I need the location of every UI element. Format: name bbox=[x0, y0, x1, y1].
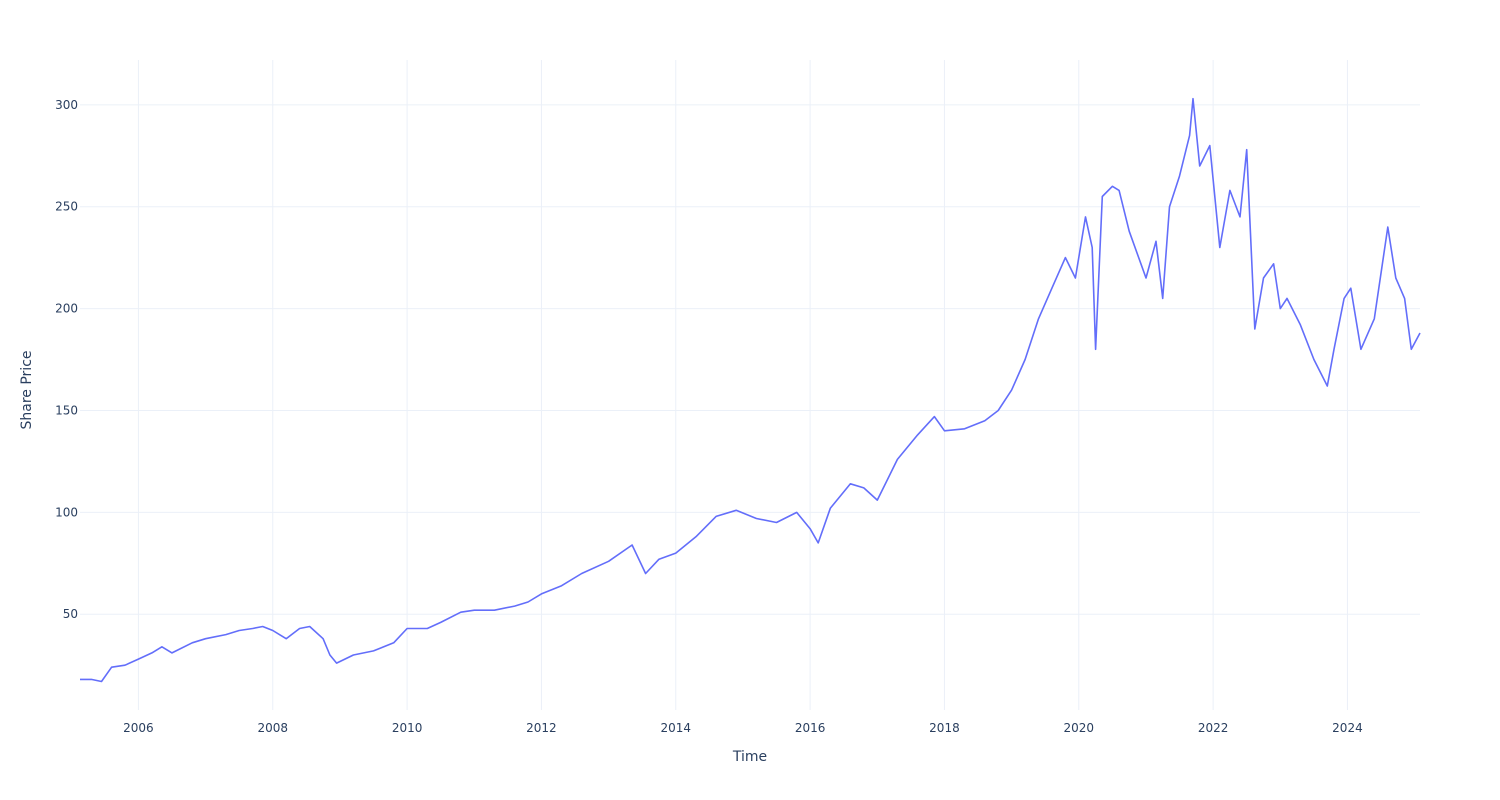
y-axis-tick-labels: 50 100 150 200 250 300 bbox=[55, 98, 78, 621]
y-axis-title: Share Price bbox=[19, 350, 35, 429]
x-tick-label: 2010 bbox=[392, 721, 423, 735]
x-tick-label: 2008 bbox=[257, 721, 288, 735]
x-tick-label: 2014 bbox=[661, 721, 692, 735]
x-tick-label: 2024 bbox=[1332, 721, 1363, 735]
x-tick-label: 2006 bbox=[123, 721, 154, 735]
x-gridlines bbox=[137, 60, 1348, 710]
y-gridlines bbox=[80, 104, 1420, 615]
series-line-0 bbox=[80, 97, 1421, 683]
x-axis-title: Time bbox=[732, 749, 767, 765]
x-tick-label: 2016 bbox=[795, 721, 826, 735]
y-tick-label: 300 bbox=[55, 98, 78, 112]
y-tick-label: 250 bbox=[55, 200, 78, 214]
x-axis-tick-labels: 2006 2008 2010 2012 2014 2016 2018 2020 2022 2024 bbox=[123, 721, 1363, 735]
y-tick-label: 100 bbox=[55, 505, 78, 519]
x-tick-label: 2012 bbox=[526, 721, 557, 735]
y-tick-label: 200 bbox=[55, 302, 78, 316]
series-layer bbox=[80, 97, 1421, 683]
y-tick-label: 50 bbox=[63, 607, 78, 621]
x-tick-label: 2018 bbox=[929, 721, 960, 735]
x-tick-label: 2022 bbox=[1198, 721, 1229, 735]
x-tick-label: 2020 bbox=[1064, 721, 1095, 735]
y-tick-label: 150 bbox=[55, 403, 78, 417]
